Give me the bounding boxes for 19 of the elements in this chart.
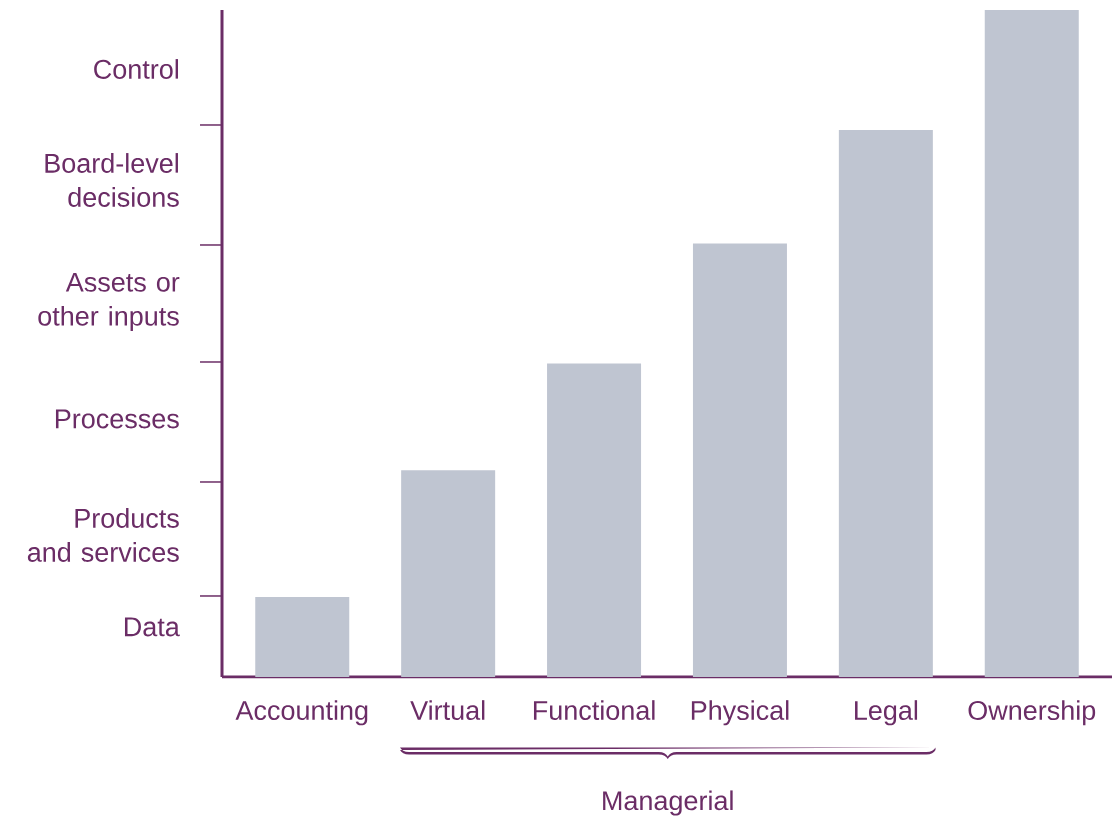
bar [838, 130, 933, 677]
text: Control [94, 59, 178, 79]
text: Data [124, 617, 180, 637]
bar [692, 243, 787, 677]
text: Assets or other inputs [38, 272, 180, 332]
x-tick-label: Ownership [968, 700, 1096, 726]
bar [547, 363, 642, 677]
x-tick-label: Accounting [235, 700, 368, 726]
x-tick-label: Functional [533, 700, 655, 721]
bar [401, 470, 496, 677]
text: Managerial [603, 790, 733, 816]
x-tick-label: Virtual [410, 700, 485, 721]
x-tick-label: Legal [855, 700, 918, 726]
bar [255, 596, 350, 677]
text: Board-level decisions [45, 153, 179, 207]
x-tick-label: Physical [691, 700, 789, 726]
text: Products and services [27, 508, 179, 562]
text: Processes [55, 409, 179, 429]
bar [984, 9, 1079, 677]
